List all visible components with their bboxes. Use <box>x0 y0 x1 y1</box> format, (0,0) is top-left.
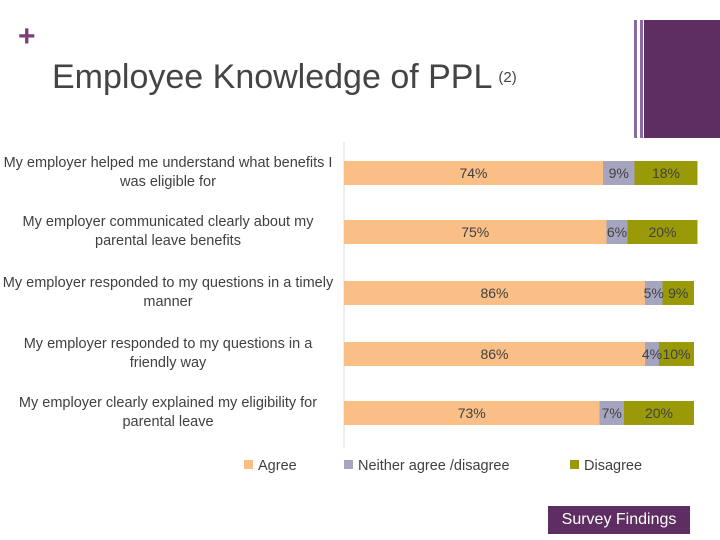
data-label: 73% <box>458 405 486 421</box>
bar-agree <box>344 220 607 244</box>
category-label: My employer responded to my questions in… <box>23 336 313 371</box>
decorative-line <box>634 20 637 138</box>
title-text: Employee Knowledge of PPL <box>52 58 493 96</box>
bar-disagree <box>659 342 694 366</box>
legend-swatch-neither <box>344 460 353 469</box>
bar-agree <box>344 401 600 425</box>
legend-item-neither: Neither agree /disagree <box>344 458 510 474</box>
data-label: 86% <box>480 346 508 362</box>
bar-layer <box>344 161 698 425</box>
legend-swatch-agree <box>244 460 253 469</box>
bar-neither-agree-disagree <box>599 401 624 425</box>
category-label: My employer communicated clearly about m… <box>22 214 314 249</box>
legend-swatch-disagree <box>570 460 579 469</box>
bar-agree <box>344 342 645 366</box>
data-label: 75% <box>461 224 489 240</box>
plus-mark: + <box>18 20 36 53</box>
bar-disagree <box>634 161 698 185</box>
decorative-block <box>644 20 720 138</box>
data-label-layer: 74% 9% 18%75% 6% 20%86% 5% 9%86% 4% 10%73% 7% 20% <box>458 165 691 421</box>
data-label: 4% <box>642 346 662 362</box>
data-label: 20% <box>648 224 676 240</box>
bar-neither-agree-disagree <box>603 161 635 185</box>
decorative-line <box>640 20 643 138</box>
category-label: My employer clearly explained my eligibi… <box>18 395 318 430</box>
legend-label-neither: Neither agree /disagree <box>358 458 510 474</box>
bar-disagree <box>662 281 694 305</box>
data-label: 9% <box>609 165 629 181</box>
bar-agree <box>344 281 645 305</box>
data-label: 6% <box>607 224 627 240</box>
bar-neither-agree-disagree <box>645 281 663 305</box>
category-label: My employer responded to my questions in… <box>2 275 334 310</box>
legend-label-agree: Agree <box>258 458 297 474</box>
title-suffix: (2) <box>498 69 517 86</box>
bar-neither-agree-disagree <box>645 342 659 366</box>
bar-neither-agree-disagree <box>606 220 628 244</box>
data-label: 5% <box>644 285 664 301</box>
data-label: 10% <box>662 346 690 362</box>
data-label: 86% <box>480 285 508 301</box>
bar-disagree <box>627 220 698 244</box>
data-label: 74% <box>459 165 487 181</box>
bar-disagree <box>624 401 694 425</box>
category-label: My employer helped me understand what be… <box>3 155 333 190</box>
data-label: 20% <box>645 405 673 421</box>
survey-findings-badge: Survey Findings <box>548 506 690 534</box>
legend-item-agree: Agree <box>244 458 297 474</box>
data-label: 7% <box>602 405 622 421</box>
page-title: Employee Knowledge of PPL (2) <box>52 58 517 97</box>
bar-agree <box>344 161 603 185</box>
legend-label-disagree: Disagree <box>584 458 643 474</box>
legend-item-disagree: Disagree <box>570 458 642 474</box>
data-label: 9% <box>668 285 688 301</box>
data-label: 18% <box>652 165 680 181</box>
